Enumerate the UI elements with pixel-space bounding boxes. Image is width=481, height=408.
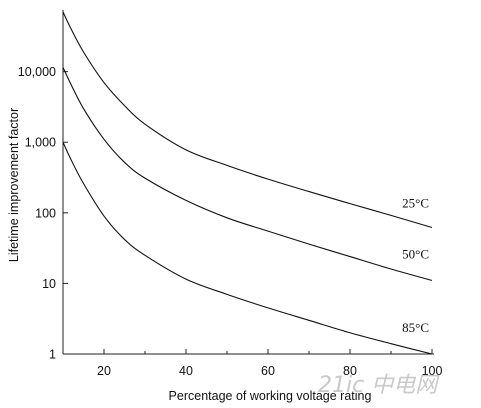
series-line-0 — [62, 11, 433, 229]
series-label-1: 50°C — [402, 246, 429, 261]
x-tick-label: 20 — [97, 364, 111, 378]
series-group — [62, 11, 433, 355]
series-label-0: 25°C — [402, 195, 429, 210]
y-tick-label: 10,000 — [18, 65, 56, 79]
axes: 20 40 60 80 100 1 10 100 1,000 10,000 — [18, 10, 443, 378]
watermark-logo: 21ic 中电网 — [318, 373, 440, 398]
x-tick-label: 100 — [422, 364, 443, 378]
y-tick-label: 1 — [49, 348, 56, 362]
y-tick-label: 10 — [42, 277, 56, 291]
x-axis-title: Percentage of working voltage rating — [169, 389, 372, 403]
series-label-2: 85°C — [402, 320, 429, 335]
y-tick-label: 1,000 — [25, 136, 56, 150]
y-tick-label: 100 — [35, 206, 56, 220]
x-tick-label: 80 — [343, 364, 357, 378]
series-line-2 — [62, 142, 433, 355]
x-tick-label: 60 — [261, 364, 275, 378]
labels-group: 25°C 50°C 85°C — [402, 195, 429, 335]
y-axis-title: Lifetime improvement factor — [7, 108, 21, 262]
x-tick-label: 40 — [179, 364, 193, 378]
series-line-1 — [62, 67, 433, 282]
